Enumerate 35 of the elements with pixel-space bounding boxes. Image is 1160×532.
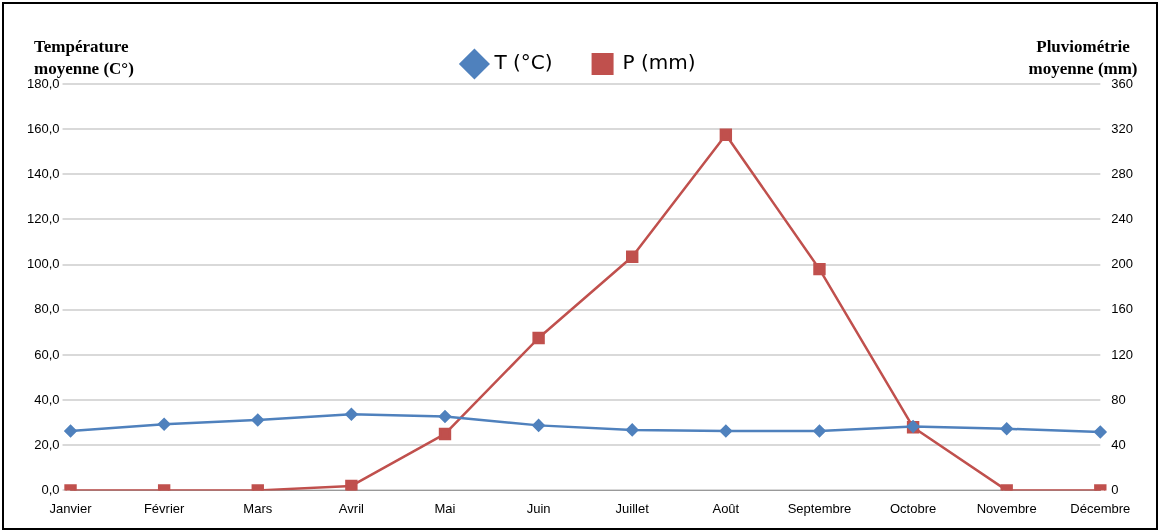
y-tick-label: 180,0 xyxy=(26,75,60,91)
x-tick-label: Décembre xyxy=(1070,500,1131,516)
y-axis-title: Température moyenne (C°) xyxy=(34,36,135,78)
y-tick-label: 40,0 xyxy=(34,391,60,407)
x-tick-label: Février xyxy=(143,500,186,516)
x-tick-label: Novembre xyxy=(976,500,1037,516)
y2-tick-label: 240 xyxy=(1111,211,1134,227)
y-tick-label: 20,0 xyxy=(34,436,60,452)
x-tick-label: Avril xyxy=(338,500,365,516)
legend-label: T (°C) xyxy=(493,50,553,75)
x-tick-label: Septembre xyxy=(787,500,852,516)
y-tick-label: 0,0 xyxy=(41,481,60,497)
y2-tick-label: 280 xyxy=(1111,165,1134,181)
y2-tick-label: 80 xyxy=(1111,391,1126,407)
x-tick-label: Octobre xyxy=(889,500,937,516)
y2-axis-title: Pluviométrie moyenne (mm) xyxy=(1027,36,1139,78)
y2-tick-label: 0 xyxy=(1111,481,1119,497)
y2-tick-label: 40 xyxy=(1111,436,1126,452)
y-tick-label: 160,0 xyxy=(26,120,60,136)
y2-tick-label: 120 xyxy=(1111,346,1134,362)
legend-label: P (mm) xyxy=(622,50,696,75)
y-tick-label: 80,0 xyxy=(34,301,60,317)
y2-tick-label: 320 xyxy=(1111,120,1134,136)
y-tick-label: 140,0 xyxy=(26,165,60,181)
y2-tick-label: 200 xyxy=(1111,256,1134,272)
y2-tick-label: 160 xyxy=(1111,301,1134,317)
x-tick-label: Mai xyxy=(434,500,456,516)
y-tick-label: 60,0 xyxy=(34,346,60,362)
x-tick-label: Mars xyxy=(243,500,273,516)
x-tick-label: Juin xyxy=(526,500,551,516)
x-tick-label: Juillet xyxy=(615,500,650,516)
y-tick-label: 120,0 xyxy=(26,211,60,227)
y-tick-label: 100,0 xyxy=(26,256,60,272)
x-tick-label: Janvier xyxy=(49,500,93,516)
x-tick-label: Août xyxy=(712,500,740,516)
